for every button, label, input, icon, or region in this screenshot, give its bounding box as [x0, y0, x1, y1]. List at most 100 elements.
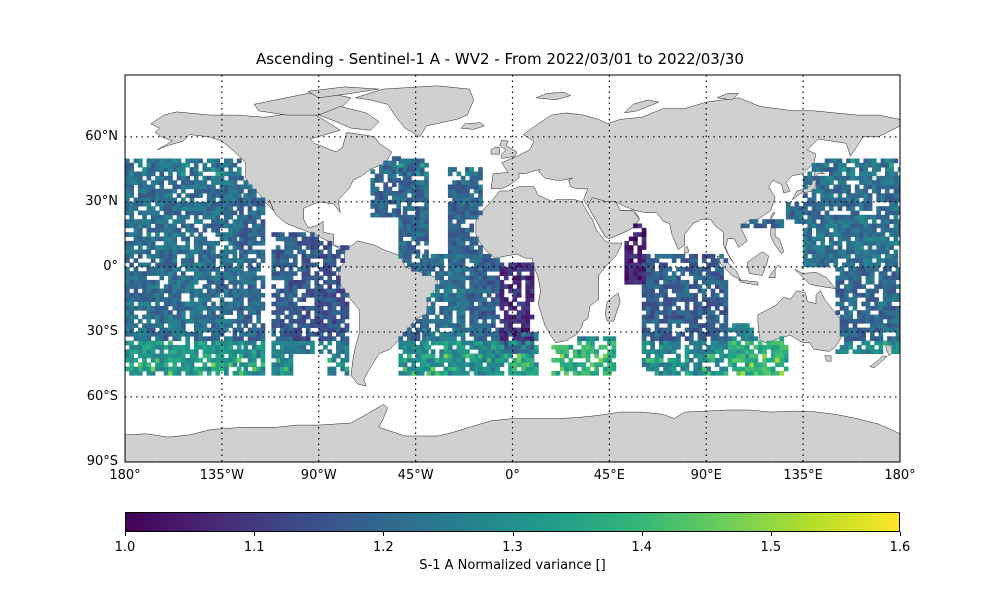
variance-cell	[884, 210, 890, 216]
variance-cell	[137, 193, 143, 198]
variance-cell	[391, 195, 397, 201]
variance-cell	[305, 327, 311, 333]
variance-cell	[247, 331, 253, 337]
variance-cell	[275, 314, 281, 320]
variance-cell	[701, 331, 707, 337]
variance-cell	[865, 288, 871, 294]
variance-cell	[168, 167, 173, 172]
variance-cell	[146, 301, 152, 307]
variance-cell	[850, 210, 856, 216]
variance-cell	[426, 327, 432, 333]
variance-cell	[176, 314, 182, 320]
variance-cell	[206, 262, 212, 268]
variance-cell	[482, 318, 488, 324]
variance-cell	[168, 162, 173, 168]
variance-cell	[861, 331, 867, 337]
variance-cell	[775, 344, 780, 350]
variance-cell	[478, 201, 483, 207]
variance-cell	[252, 279, 257, 285]
variance-cell	[628, 253, 634, 259]
variance-cell	[859, 193, 864, 198]
variance-cell	[422, 266, 427, 272]
variance-cell	[762, 370, 767, 376]
variance-cell	[460, 292, 466, 298]
variance-cell	[447, 292, 453, 298]
variance-cell	[710, 323, 716, 328]
variance-cell	[247, 370, 253, 376]
variance-cell	[460, 219, 466, 224]
variance-cell	[710, 262, 716, 268]
variance-cell	[301, 275, 307, 281]
variance-cell	[198, 201, 203, 207]
variance-cell	[125, 162, 130, 168]
variance-cell	[155, 288, 160, 294]
variance-cell	[820, 262, 826, 268]
variance-cell	[736, 370, 742, 376]
variance-cell	[125, 314, 130, 320]
variance-cell	[301, 271, 307, 276]
variance-cell	[256, 275, 262, 281]
variance-cell	[891, 327, 897, 333]
variance-cell	[820, 175, 826, 181]
variance-cell	[142, 262, 147, 268]
variance-cell	[499, 327, 505, 333]
sri-lanka	[684, 245, 690, 255]
variance-cell	[411, 366, 417, 372]
variance-cell	[447, 353, 453, 359]
variance-cell	[880, 245, 886, 250]
variance-cell	[193, 171, 199, 177]
variance-cell	[239, 227, 244, 233]
variance-cell	[243, 344, 249, 350]
variance-cell	[407, 366, 412, 372]
variance-cell	[129, 331, 135, 337]
variance-cell	[874, 340, 879, 346]
variance-cell	[889, 262, 894, 268]
variance-cell	[803, 175, 808, 181]
variance-cell	[228, 158, 234, 164]
variance-cell	[452, 297, 457, 302]
variance-cell	[521, 331, 526, 337]
variance-cell	[456, 318, 462, 324]
variance-cell	[439, 279, 445, 285]
variance-cell	[336, 318, 341, 324]
variance-cell	[146, 310, 152, 315]
variance-cell	[658, 336, 664, 342]
variance-cell	[452, 201, 457, 207]
variance-cell	[159, 180, 165, 185]
variance-cell	[839, 271, 845, 276]
variance-cell	[650, 284, 656, 289]
variance-cell	[478, 210, 483, 216]
variance-cell	[585, 366, 591, 372]
variance-cell	[331, 323, 337, 328]
variance-cell	[841, 167, 847, 172]
variance-cell	[820, 240, 826, 246]
variance-cell	[891, 344, 897, 350]
variance-cell	[495, 314, 501, 320]
variance-cell	[469, 214, 475, 220]
variance-cell	[176, 158, 182, 164]
variance-cell	[876, 249, 882, 255]
variance-cell	[564, 370, 569, 376]
variance-cell	[206, 305, 212, 311]
variance-cell	[650, 310, 656, 315]
variance-cell	[893, 201, 899, 207]
variance-cell	[637, 223, 643, 229]
variance-cell	[835, 284, 841, 289]
variance-cell	[534, 366, 539, 372]
variance-cell	[482, 340, 488, 346]
variance-cell	[411, 223, 417, 229]
variance-cell	[193, 158, 199, 164]
variance-cell	[243, 232, 249, 237]
variance-cell	[646, 327, 651, 333]
variance-cell	[198, 357, 203, 363]
variance-cell	[155, 366, 160, 372]
variance-cell	[850, 240, 856, 246]
variance-cell	[215, 357, 221, 363]
variance-cell	[435, 336, 440, 342]
variance-cell	[168, 258, 173, 263]
variance-cell	[398, 171, 404, 177]
variance-cell	[146, 245, 152, 250]
variance-cell	[854, 193, 860, 198]
variance-cell	[172, 201, 178, 207]
variance-cell	[824, 245, 830, 250]
